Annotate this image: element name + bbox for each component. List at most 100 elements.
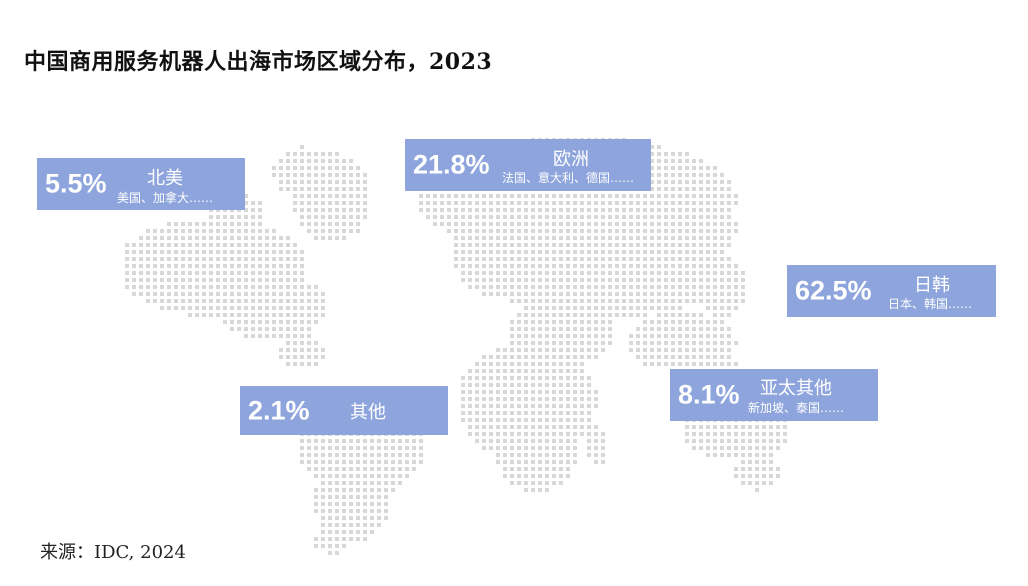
- map-dot: [517, 271, 521, 275]
- map-dot: [671, 355, 675, 359]
- map-dot: [517, 313, 521, 317]
- map-dot: [517, 355, 521, 359]
- map-dot: [713, 173, 717, 177]
- map-dot: [328, 537, 332, 541]
- map-dot: [566, 320, 570, 324]
- map-dot: [748, 432, 752, 436]
- map-dot: [629, 222, 633, 226]
- region-name: 欧洲: [553, 149, 589, 170]
- map-dot: [755, 488, 759, 492]
- map-dot: [482, 236, 486, 240]
- map-dot: [216, 292, 220, 296]
- map-dot: [713, 201, 717, 205]
- map-dot: [160, 229, 164, 233]
- map-dot: [524, 201, 528, 205]
- map-dot: [454, 243, 458, 247]
- map-dot: [524, 439, 528, 443]
- map-dot: [489, 355, 493, 359]
- map-dot: [293, 313, 297, 317]
- map-dot: [517, 278, 521, 282]
- map-dot: [559, 313, 563, 317]
- map-dot: [517, 411, 521, 415]
- map-dot: [503, 411, 507, 415]
- map-dot: [468, 404, 472, 408]
- map-dot: [314, 215, 318, 219]
- map-dot: [272, 243, 276, 247]
- map-dot: [727, 327, 731, 331]
- map-dot: [650, 320, 654, 324]
- map-dot: [195, 229, 199, 233]
- map-dot: [580, 271, 584, 275]
- map-dot: [650, 152, 654, 156]
- map-dot: [349, 229, 353, 233]
- map-dot: [727, 285, 731, 289]
- map-dot: [587, 383, 591, 387]
- map-dot: [545, 243, 549, 247]
- map-dot: [727, 180, 731, 184]
- map-dot: [321, 348, 325, 352]
- map-dot: [363, 194, 367, 198]
- map-dot: [650, 278, 654, 282]
- map-dot: [559, 439, 563, 443]
- map-dot: [314, 313, 318, 317]
- map-dot: [412, 460, 416, 464]
- map-dot: [489, 229, 493, 233]
- map-dot: [349, 180, 353, 184]
- map-dot: [258, 243, 262, 247]
- map-dot: [342, 523, 346, 527]
- map-dot: [657, 243, 661, 247]
- map-dot: [468, 236, 472, 240]
- map-dot: [643, 257, 647, 261]
- map-dot: [146, 299, 150, 303]
- map-dot: [524, 404, 528, 408]
- map-dot: [517, 334, 521, 338]
- map-dot: [734, 306, 738, 310]
- map-dot: [265, 243, 269, 247]
- map-dot: [524, 257, 528, 261]
- map-dot: [664, 187, 668, 191]
- map-dot: [699, 278, 703, 282]
- map-dot: [755, 425, 759, 429]
- map-dot: [566, 201, 570, 205]
- map-dot: [489, 285, 493, 289]
- map-dot: [230, 257, 234, 261]
- map-dot: [608, 306, 612, 310]
- map-dot: [237, 292, 241, 296]
- map-dot: [552, 474, 556, 478]
- map-dot: [545, 201, 549, 205]
- map-dot: [664, 278, 668, 282]
- map-dot: [272, 320, 276, 324]
- map-dot: [657, 145, 661, 149]
- map-dot: [510, 257, 514, 261]
- map-dot: [433, 215, 437, 219]
- map-dot: [314, 348, 318, 352]
- map-dot: [139, 292, 143, 296]
- map-dot: [356, 173, 360, 177]
- map-dot: [713, 306, 717, 310]
- map-dot: [517, 425, 521, 429]
- map-dot: [601, 222, 605, 226]
- map-dot: [762, 460, 766, 464]
- map-dot: [279, 243, 283, 247]
- map-dot: [188, 313, 192, 317]
- map-dot: [587, 404, 591, 408]
- map-dot: [335, 180, 339, 184]
- map-dot: [356, 201, 360, 205]
- map-dot: [524, 306, 528, 310]
- map-dot: [202, 222, 206, 226]
- map-dot: [230, 229, 234, 233]
- map-dot: [510, 292, 514, 296]
- map-dot: [202, 264, 206, 268]
- map-dot: [475, 432, 479, 436]
- map-dot: [685, 439, 689, 443]
- map-dot: [146, 229, 150, 233]
- map-dot: [468, 215, 472, 219]
- map-dot: [545, 369, 549, 373]
- map-dot: [321, 201, 325, 205]
- map-dot: [167, 250, 171, 254]
- map-dot: [293, 194, 297, 198]
- map-dot: [531, 334, 535, 338]
- map-dot: [692, 159, 696, 163]
- map-dot: [321, 215, 325, 219]
- map-dot: [545, 432, 549, 436]
